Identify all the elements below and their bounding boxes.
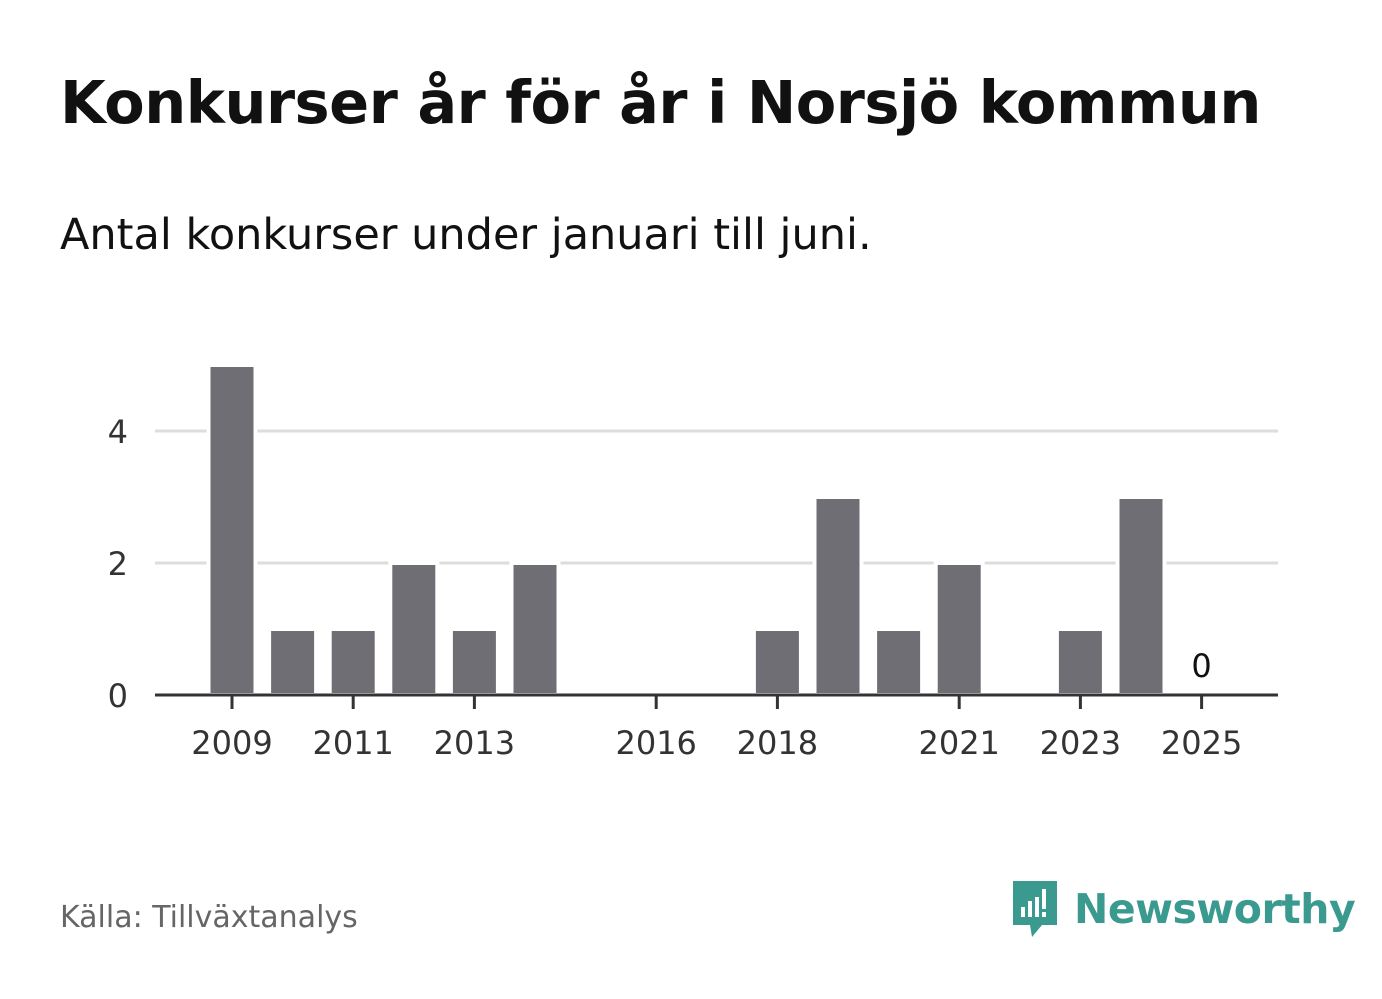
bar-2010 — [267, 627, 319, 697]
x-tick-label-2018: 2018 — [737, 724, 818, 762]
bar-chart: 0 2 4 2009 2011 2013 2016 2018 2021 2023 2025 0 — [108, 363, 1278, 762]
gridlines — [155, 429, 1278, 565]
x-tick-label-2021: 2021 — [918, 724, 999, 762]
brand-name: Newsworthy — [1074, 885, 1356, 933]
chart-title: Konkurser år för år i Norsjö kommun — [60, 68, 1261, 137]
brand-logo: Newsworthy — [1010, 878, 1356, 940]
x-tick-label-2023: 2023 — [1040, 724, 1121, 762]
x-tick-label-2009: 2009 — [191, 724, 272, 762]
chart-subtitle: Antal konkurser under januari till juni. — [60, 210, 872, 260]
axes — [155, 693, 1278, 709]
x-tick-label-2011: 2011 — [312, 724, 393, 762]
bar-2011 — [327, 627, 379, 697]
newsworthy-logo-icon — [1013, 881, 1057, 937]
bar-2021 — [933, 561, 985, 697]
bar-2020 — [873, 627, 925, 697]
bar-2014 — [509, 561, 561, 697]
bars — [206, 363, 1167, 697]
y-tick-label-4: 4 — [108, 413, 128, 451]
data-label-2025: 0 — [1191, 647, 1211, 685]
bar-2019 — [812, 495, 864, 697]
bar-2018 — [751, 627, 803, 697]
x-tick-label-2016: 2016 — [615, 724, 696, 762]
labels: 0 2 4 2009 2011 2013 2016 2018 2021 2023 2025 0 — [108, 413, 1243, 762]
x-tick-label-2013: 2013 — [434, 724, 515, 762]
bar-2023 — [1054, 627, 1106, 697]
y-tick-label-0: 0 — [108, 677, 128, 715]
bar-2012 — [388, 561, 440, 697]
y-tick-label-2: 2 — [108, 545, 128, 583]
bar-2024 — [1115, 495, 1167, 697]
x-tick-label-2025: 2025 — [1161, 724, 1242, 762]
bar-2009 — [206, 363, 258, 697]
source-note: Källa: Tillväxtanalys — [60, 900, 358, 935]
bar-2013 — [448, 627, 500, 697]
